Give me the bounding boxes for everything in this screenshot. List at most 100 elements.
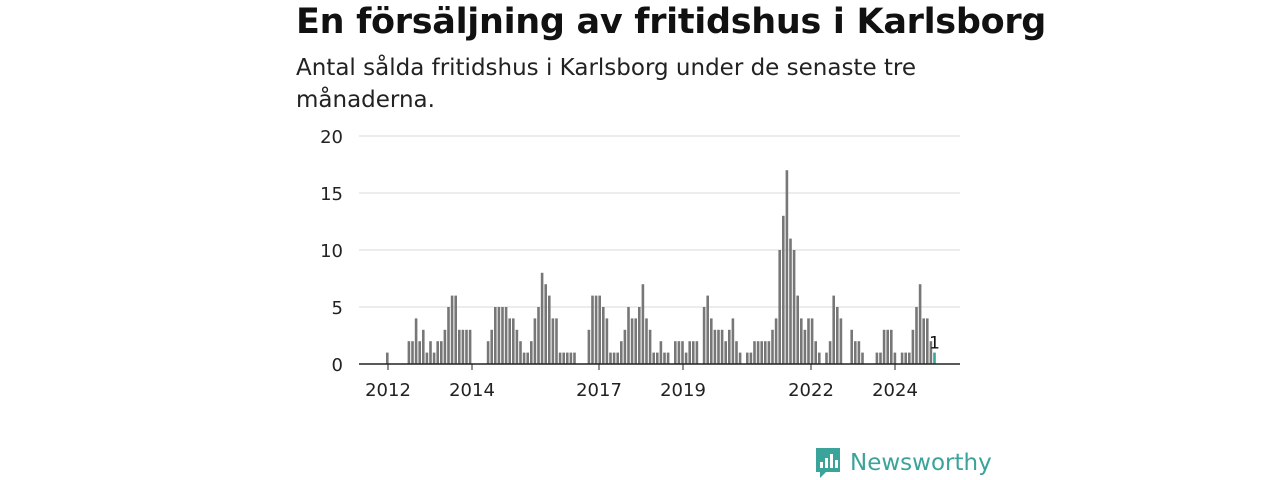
bar [713,329,717,364]
bar [551,318,555,364]
bar [612,352,616,364]
bar [893,352,897,364]
bar [720,329,724,364]
bar [645,318,648,364]
bar [666,352,670,364]
last-value-label: 1 [929,334,940,354]
bar [792,250,796,364]
bar [710,318,713,364]
bar [461,329,465,364]
bar [501,307,504,364]
bar [494,307,497,364]
bar [728,329,731,364]
bar [832,295,835,364]
bar [756,341,760,364]
bar [504,307,508,364]
bar [623,329,627,364]
x-tick-label: 2014 [449,380,495,401]
bar [652,352,655,364]
bar [900,352,904,364]
bar [724,341,727,364]
bar [648,329,652,364]
chart-title: En försäljning av fritidshus i Karlsborg [296,2,1047,42]
bar [566,352,569,364]
y-tick-label: 15 [320,184,343,205]
bar [386,352,389,364]
bar [522,352,526,364]
bar [886,329,889,364]
bar [411,341,414,364]
bar [558,352,562,364]
bar [706,295,709,364]
y-axis-ticks: 0 5 10 15 20 [320,127,343,376]
bar [926,318,929,364]
bar [774,318,778,364]
bar [800,318,803,364]
bar [681,341,684,364]
bar [789,238,792,364]
bar [418,341,421,364]
bar [890,329,893,364]
bar [544,284,547,364]
bar [814,341,817,364]
bar [638,307,641,364]
bar [609,352,612,364]
bar [634,318,637,364]
bar [850,329,853,364]
y-tick-label: 5 [332,298,343,319]
bar [490,329,493,364]
bar [911,329,915,364]
bar [828,341,832,364]
bar [602,307,605,364]
x-tick-label: 2022 [788,380,834,401]
bar [922,318,925,364]
bar [515,329,519,364]
bar [904,352,907,364]
bar [486,341,490,364]
bar [422,329,425,364]
bar [771,329,774,364]
bar [630,318,634,364]
bar [530,341,533,364]
bar [537,307,540,364]
bar [882,329,886,364]
bar [836,307,839,364]
bar [587,329,591,364]
x-tick-label: 2017 [576,380,622,401]
bar [497,307,501,364]
bar [443,329,447,364]
bar [656,352,659,364]
bar [767,341,771,364]
bar [414,318,418,364]
bar [526,352,529,364]
bar [450,295,454,364]
bar [810,318,814,364]
newsworthy-logo-icon [816,448,840,478]
chart-subtitle: Antal sålda fritidshus i Karlsborg under… [296,55,917,113]
bar [879,352,882,364]
gridlines [359,135,960,308]
bar [677,341,681,364]
y-tick-label: 0 [332,355,343,376]
bar [778,250,781,364]
x-tick-label: 2019 [660,380,706,401]
x-axis-ticks: 2012 2014 2017 2019 2022 2024 [365,364,918,401]
bar [688,341,691,364]
bar [468,329,472,364]
bar [929,341,933,364]
y-tick-label: 20 [320,127,343,148]
bar [458,329,461,364]
bar [825,352,828,364]
x-tick-label: 2012 [365,380,411,401]
bar [753,341,756,364]
bar [702,307,706,364]
bar [407,341,411,364]
bar [807,318,810,364]
bar [684,352,688,364]
bar [764,341,767,364]
bar [598,295,601,364]
bar [425,352,429,364]
bar [875,352,879,364]
bar [861,352,864,364]
bar [432,352,436,364]
